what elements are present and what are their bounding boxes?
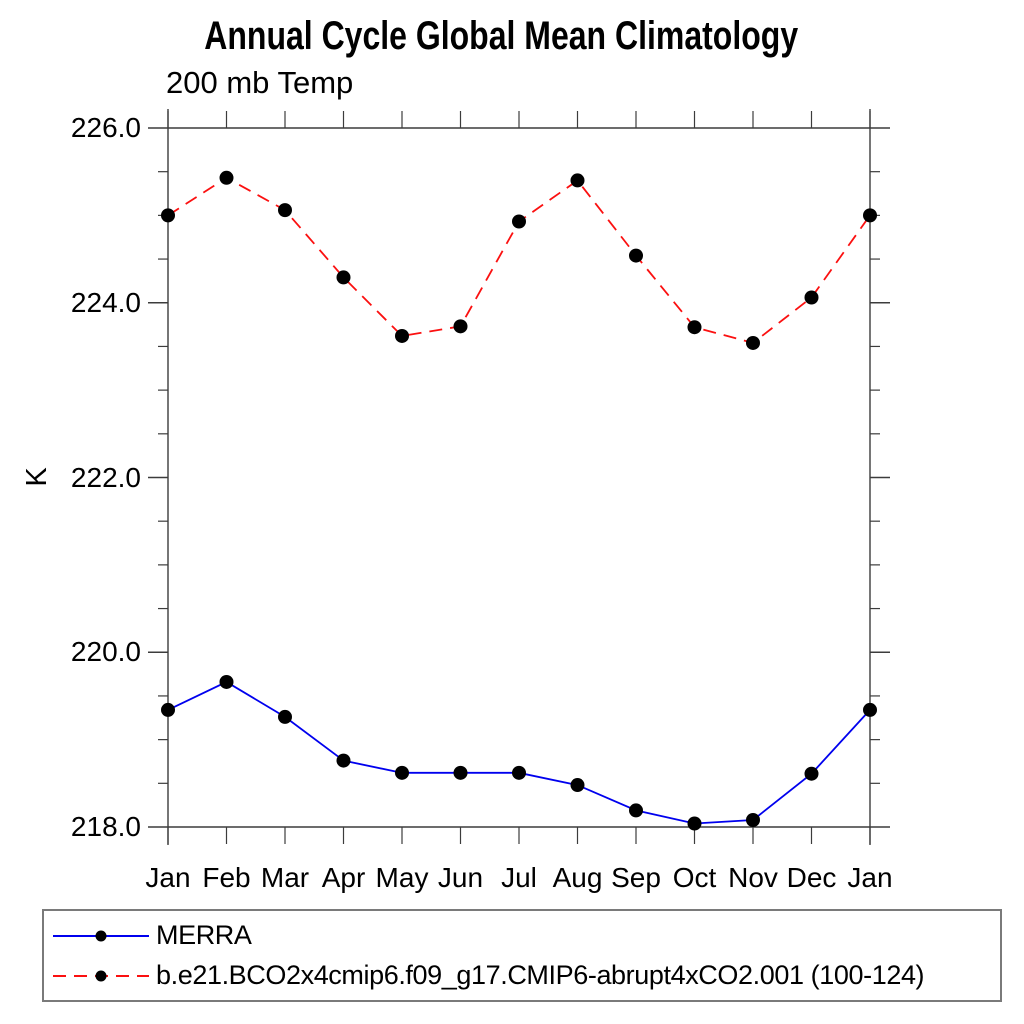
data-point-0-Jun-5: [453, 765, 468, 780]
legend-marker-icon: [95, 930, 107, 941]
data-point-1-Mar-2: [278, 203, 292, 218]
y-tick-label: 222.0: [70, 461, 141, 493]
chart-title: Annual Cycle Global Mean Climatology: [0, 14, 1002, 59]
x-tick-label: Sep: [611, 862, 661, 893]
x-tick-label: Dec: [786, 862, 837, 893]
legend-row-merra: MERRA: [48, 916, 1000, 956]
data-point-1-Jun-5: [453, 319, 468, 334]
data-point-1-Nov-10: [746, 335, 760, 350]
data-point-1-Sep-8: [629, 248, 643, 263]
data-point-0-May-4: [395, 765, 409, 780]
x-tick-label: Jan: [145, 862, 191, 893]
data-point-1-Feb-1: [219, 170, 234, 185]
chart-subtitle: 200 mb Temp: [166, 65, 354, 100]
x-tick-label: Jan: [847, 862, 893, 893]
chart-title-text: Annual Cycle Global Mean Climatology: [204, 14, 798, 58]
x-tick-label: Jun: [437, 862, 484, 893]
legend-solid-line-sample: [53, 930, 149, 941]
data-point-0-Jan-12: [863, 702, 877, 717]
x-tick-label: Mar: [260, 862, 310, 893]
y-tick-label: 224.0: [70, 286, 141, 318]
x-tick-label: May: [375, 862, 429, 893]
data-point-1-Jan-0: [161, 208, 175, 223]
data-point-1-Jan-12: [863, 208, 877, 223]
data-point-1-Oct-9: [687, 320, 702, 335]
series-line-1: [167, 176, 871, 344]
legend-label-merra: MERRA: [156, 920, 252, 950]
x-tick-label: Nov: [728, 862, 778, 893]
data-point-0-Sep-8: [629, 803, 643, 818]
data-point-0-Feb-1: [219, 674, 234, 689]
data-point-0-Oct-9: [687, 816, 702, 831]
data-point-0-Mar-2: [278, 709, 292, 724]
data-point-1-Apr-3: [336, 270, 351, 285]
data-point-0-Apr-3: [336, 753, 351, 768]
data-point-1-Jul-6: [512, 214, 526, 229]
data-point-1-Dec-11: [804, 290, 819, 305]
data-point-0-Jan-0: [161, 702, 175, 717]
x-tick-label: Oct: [672, 862, 717, 893]
data-point-0-Jul-6: [512, 765, 526, 780]
y-tick-label: 226.0: [70, 112, 141, 143]
x-tick-label: Aug: [552, 862, 603, 893]
data-point-1-May-4: [395, 328, 409, 343]
legend-marker-icon: [95, 970, 107, 981]
data-point-0-Aug-7: [570, 778, 585, 793]
legend-box: MERRA b.e21.BCO2x4cmip6.f09_g17.CMIP6-ab…: [42, 909, 1002, 1002]
series-line-0: [167, 680, 871, 825]
legend-row-model: b.e21.BCO2x4cmip6.f09_g17.CMIP6-abrupt4x…: [48, 956, 1000, 996]
data-point-0-Nov-10: [746, 813, 760, 828]
x-tick-label: Feb: [202, 862, 251, 893]
y-tick-label: 218.0: [70, 811, 141, 842]
x-tick-label: Jul: [501, 862, 537, 893]
legend-dashed-line-sample: [53, 970, 149, 981]
data-point-0-Dec-11: [804, 766, 819, 781]
y-tick-label: 220.0: [70, 636, 141, 668]
legend-label-model: b.e21.BCO2x4cmip6.f09_g17.CMIP6-abrupt4x…: [156, 960, 925, 990]
data-point-1-Aug-7: [570, 173, 585, 188]
x-tick-label: Apr: [321, 862, 366, 893]
